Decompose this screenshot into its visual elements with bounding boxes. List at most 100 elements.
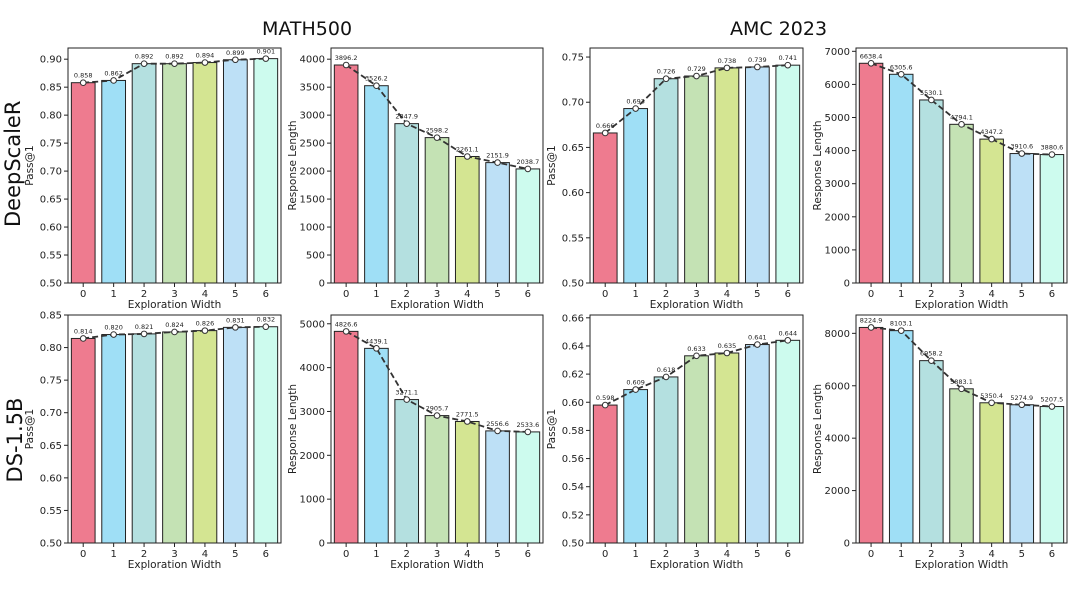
panel-4-data-label-6: 3880.6	[1041, 144, 1064, 152]
panel-8-point-2	[928, 357, 935, 364]
panel-2-xtick-label: 6	[525, 289, 531, 300]
panel-8-data-label-3: 5883.1	[950, 378, 973, 386]
panel-7-xtick-label: 0	[602, 549, 608, 560]
panel-2-xtick-label: 1	[373, 289, 379, 300]
panel-4-bar-2	[919, 99, 944, 284]
panel-8-bar-0	[858, 326, 884, 544]
panel-6-xtick-label: 5	[494, 549, 500, 560]
panel-7-ylabel: Pass@1	[546, 409, 558, 449]
panel-6-data-label-1: 4439.1	[365, 337, 388, 345]
panel-1-point-0	[79, 79, 87, 86]
panel-2-ytick-label: 2000	[300, 167, 325, 178]
panel-5-ytick-label: 0.50	[40, 539, 62, 550]
panel-1-data-label-1: 0.862	[104, 69, 123, 77]
panel-1-ytick-label: 0.65	[40, 195, 62, 206]
panel-6-xtick-label: 4	[464, 549, 470, 560]
panel-5-bar-1	[101, 334, 127, 544]
panel-4-xtick-label: 1	[898, 289, 904, 300]
panel-8-bar-6	[1039, 406, 1065, 544]
panel-8-xtick-label: 2	[928, 549, 934, 560]
panel-6-xtick-label: 2	[404, 549, 410, 560]
panel-1-ytick-label: 0.85	[40, 83, 62, 94]
panel-7-ytick-label: 0.60	[562, 398, 584, 409]
panel-3-bar-0	[592, 132, 618, 284]
panel-7-ytick-label: 0.56	[562, 454, 584, 465]
panel-6-bar-2	[394, 399, 420, 544]
panel-2-bar-4	[454, 155, 480, 284]
panel-8-point-4	[988, 399, 995, 407]
panel-5-ytick-label: 0.80	[40, 343, 62, 354]
panel-7-bar-3	[684, 355, 709, 544]
panel-8-point-6	[1048, 403, 1056, 410]
panel-7-bar-1	[623, 389, 649, 544]
panel-3-bar-6	[775, 64, 801, 284]
panel-5-point-6	[262, 323, 270, 331]
panel-2-bar-5	[485, 162, 510, 284]
panel-5-bar-6	[253, 326, 279, 544]
panel-1-bar-6	[253, 58, 279, 284]
panel-7-xtick-label: 5	[754, 549, 760, 560]
panel-4-data-label-1: 6305.6	[890, 63, 913, 71]
panel-1-xlabel: Exploration Width	[128, 299, 222, 311]
panel-8-xtick-label: 3	[958, 549, 964, 560]
panel-2-data-label-4: 2261.1	[456, 145, 479, 153]
panel-8-bar-4	[979, 402, 1004, 544]
panel-1-bar-4	[192, 62, 218, 284]
panel-5-xtick-label: 6	[263, 549, 269, 560]
panel-6-bar-1	[364, 347, 389, 544]
panel-5-xtick-label: 4	[202, 549, 208, 560]
panel-2-ytick-label: 2500	[300, 139, 325, 150]
panel-3-point-0	[601, 129, 609, 137]
panel-1-xtick-label: 6	[263, 289, 269, 300]
panel-3-bar-2	[653, 78, 679, 284]
panel-2-ytick-label: 1000	[300, 223, 325, 234]
panel-4-data-label-2: 5530.1	[920, 89, 943, 97]
panel-8-ytick-label: 2000	[825, 486, 850, 497]
panel-8-ylabel: Response Length	[812, 384, 824, 474]
panel-6-data-label-5: 2556.6	[486, 420, 509, 428]
panel-1-data-label-0: 0.858	[74, 72, 93, 80]
panel-5-data-label-4: 0.826	[196, 320, 215, 328]
panel-2-ytick-label: 3500	[300, 83, 325, 94]
panel-4-point-4	[988, 135, 995, 143]
panel-3-ytick-label: 0.65	[562, 143, 584, 154]
panel-5-point-5	[232, 324, 239, 331]
panel-7-data-label-6: 0.644	[778, 329, 797, 337]
panel-4-ytick-label: 1000	[825, 245, 850, 256]
panel-8-data-label-5: 5274.9	[1010, 394, 1033, 402]
panel-4-ytick-label: 0	[844, 279, 850, 290]
panel-4-xlabel: Exploration Width	[915, 299, 1009, 311]
panel-7-point-1	[632, 386, 639, 393]
panel-5-point-0	[79, 335, 87, 342]
panel-3-data-label-5: 0.739	[748, 56, 767, 64]
panel-5-data-label-2: 0.821	[135, 323, 154, 331]
panel-1-bar-5	[222, 59, 248, 284]
panel-7-point-3	[693, 352, 700, 360]
panel-3-data-label-1: 0.693	[626, 98, 645, 106]
panel-5-bar-3	[162, 331, 187, 544]
panel-1-point-6	[262, 55, 270, 62]
panel-3-bar-1	[623, 108, 649, 284]
panel-4-data-label-5: 3910.6	[1010, 143, 1033, 151]
panel-1-xtick-label: 2	[141, 289, 147, 300]
panel-6-bar-6	[515, 431, 541, 544]
panel-4-data-label-3: 4794.1	[950, 113, 973, 121]
panel-5-bar-2	[131, 333, 157, 544]
panel-7-data-label-3: 0.633	[687, 345, 706, 353]
column-title-math500: MATH500	[262, 18, 353, 40]
panel-8-bar-3	[949, 388, 974, 544]
panel-5-xlabel: Exploration Width	[128, 559, 222, 571]
panel-1-data-label-6: 0.901	[256, 48, 275, 56]
panel-2-point-4	[463, 153, 471, 160]
panel-3-data-label-6: 0.741	[778, 54, 797, 62]
panel-4-point-2	[928, 96, 935, 104]
panel-1-bar-2	[131, 63, 157, 284]
panel-4-ytick-label: 7000	[825, 47, 850, 58]
panel-1-point-2	[140, 60, 148, 67]
panel-6-point-1	[373, 345, 380, 352]
panel-7-bar-2	[653, 376, 679, 544]
panel-3-point-4	[723, 64, 731, 72]
panel-3-data-label-4: 0.738	[718, 57, 737, 65]
panel-1-ytick-label: 0.60	[40, 223, 62, 234]
